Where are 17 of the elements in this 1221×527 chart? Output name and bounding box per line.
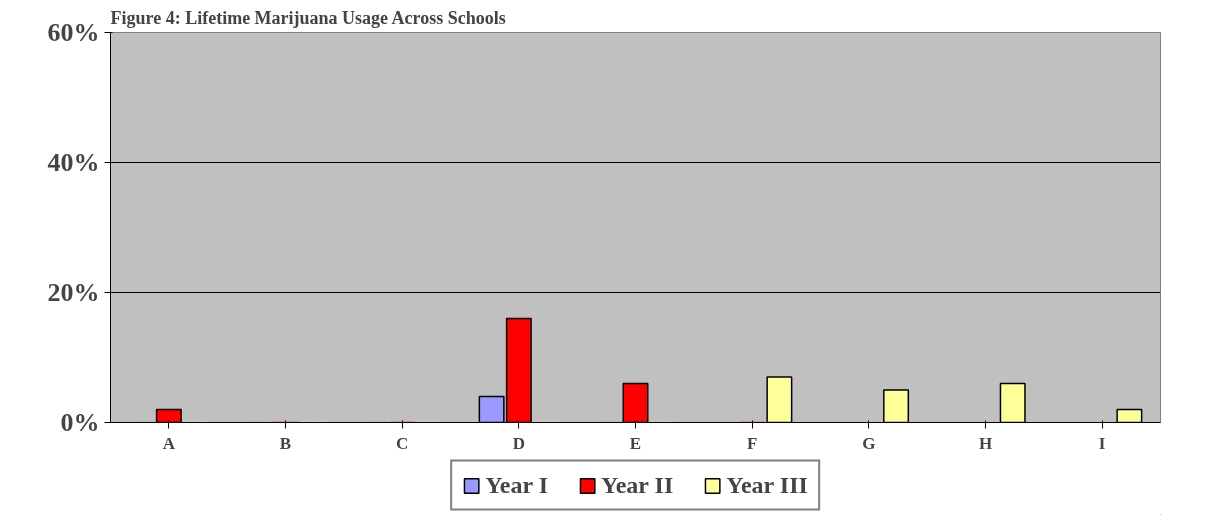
x-tick-label: H: [978, 433, 993, 453]
x-tick-label: E: [629, 433, 642, 453]
x-tick-label: G: [862, 433, 876, 453]
x-tick-label: F: [746, 433, 758, 453]
legend-label: Year III: [726, 471, 808, 499]
x-tick-label: B: [279, 433, 292, 453]
x-tick-label: C: [396, 433, 409, 453]
y-tick-label: 20%: [47, 278, 100, 307]
legend-label: Year II: [601, 471, 674, 499]
y-tick-label: 60%: [47, 18, 100, 47]
x-tick-label: I: [1098, 433, 1106, 453]
x-tick-label: D: [512, 433, 525, 453]
y-tick-label: 0%: [60, 408, 100, 437]
chart-title: Figure 4: Lifetime Marijuana Usage Across Schools: [110, 7, 506, 28]
y-tick-label: 40%: [47, 148, 100, 177]
legend-label: Year I: [485, 471, 549, 499]
x-tick-label: A: [162, 433, 176, 453]
